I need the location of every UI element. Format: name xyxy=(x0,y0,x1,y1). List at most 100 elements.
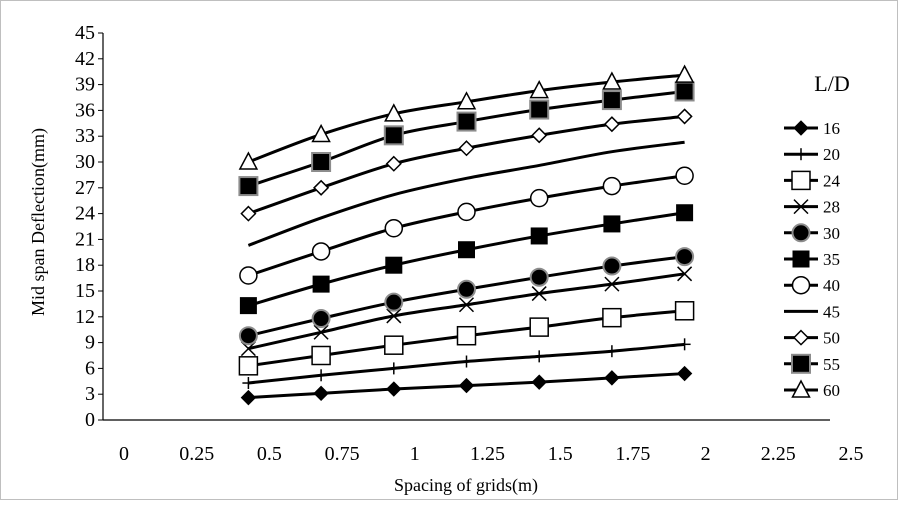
data-point xyxy=(529,317,549,337)
data-point xyxy=(242,377,255,390)
marker-square-filled-gray xyxy=(456,111,477,132)
marker-circle-open xyxy=(675,166,694,186)
data-point xyxy=(385,256,403,274)
marker-diamond-filled xyxy=(458,377,475,394)
data-point xyxy=(530,227,548,245)
data-point xyxy=(313,385,329,402)
data-point xyxy=(674,64,695,83)
series-ld-24 xyxy=(238,301,695,376)
x-tick-label: 1.5 xyxy=(548,443,573,465)
legend-marker xyxy=(791,170,811,191)
data-point xyxy=(456,91,477,110)
marker-square-filled xyxy=(385,256,403,274)
y-tick-label: 6 xyxy=(85,357,95,379)
marker-circle-open xyxy=(529,188,549,208)
data-point xyxy=(603,215,621,233)
series-ld-30 xyxy=(238,247,695,346)
legend-label: 60 xyxy=(823,381,840,400)
marker-circle-filled xyxy=(457,279,476,299)
marker-circle-filled xyxy=(529,267,549,287)
data-point xyxy=(457,279,476,299)
legend-label: 45 xyxy=(823,302,840,321)
marker-square-filled xyxy=(239,297,257,315)
data-point xyxy=(677,266,693,282)
marker-square-filled xyxy=(530,227,548,245)
data-point xyxy=(602,71,622,90)
data-point xyxy=(238,151,259,170)
data-point xyxy=(674,301,695,321)
x-tick-label: 2 xyxy=(701,443,711,465)
series-ld-28 xyxy=(240,266,693,357)
marker-square-filled-gray xyxy=(601,90,622,111)
marker-triangle-open xyxy=(529,80,549,99)
data-point xyxy=(676,108,693,125)
marker-circle-open xyxy=(602,176,622,196)
marker-diamond-open xyxy=(240,205,257,222)
marker-triangle-open xyxy=(384,103,404,122)
x-tick-label: 2.25 xyxy=(761,443,796,465)
data-point xyxy=(529,188,549,208)
legend-item-ld-24: 24 xyxy=(784,170,841,191)
data-point xyxy=(458,297,475,313)
legend-label: 28 xyxy=(823,198,840,217)
data-point xyxy=(383,125,404,146)
legend-marker xyxy=(793,120,809,136)
series-ld-45 xyxy=(247,140,685,247)
marker-square-open xyxy=(529,317,549,337)
data-point xyxy=(603,116,620,133)
data-point xyxy=(311,345,331,366)
legend-marker xyxy=(795,148,807,161)
marker-diamond-open xyxy=(313,179,330,196)
x-axis-title: Spacing of grids(m) xyxy=(394,475,538,496)
data-point xyxy=(529,80,549,99)
marker-square-filled xyxy=(603,215,621,233)
data-point xyxy=(311,242,331,261)
data-point xyxy=(529,99,550,120)
data-point xyxy=(313,179,330,196)
data-point xyxy=(386,308,402,324)
data-point xyxy=(531,127,548,144)
marker-diamond-filled xyxy=(793,120,809,136)
y-tick-label: 27 xyxy=(75,177,95,199)
marker-square-open xyxy=(311,345,331,366)
legend-marker xyxy=(792,329,810,346)
data-point xyxy=(601,90,622,111)
series-ld-35 xyxy=(239,204,694,315)
marker-triangle-open xyxy=(674,64,695,83)
data-point xyxy=(602,256,622,276)
marker-diamond-filled xyxy=(676,365,693,382)
y-tick-label: 24 xyxy=(75,203,95,225)
marker-triangle-open xyxy=(311,123,331,143)
marker-circle-filled xyxy=(311,309,331,329)
marker-square-open xyxy=(456,325,477,346)
data-point xyxy=(311,309,331,329)
marker-square-open xyxy=(602,307,622,328)
data-point xyxy=(458,140,475,157)
legend-label: 20 xyxy=(823,145,840,164)
data-point xyxy=(239,297,257,315)
data-point xyxy=(678,338,691,351)
x-tick-label: 0.75 xyxy=(325,443,360,465)
y-tick-label: 36 xyxy=(75,99,95,121)
x-tick-label: 1 xyxy=(410,443,420,465)
data-point xyxy=(605,345,618,358)
marker-diamond-open xyxy=(531,127,548,144)
series-ld-16 xyxy=(240,365,693,406)
marker-square-filled-gray xyxy=(311,152,332,172)
marker-diamond-open xyxy=(676,108,693,125)
marker-circle-open xyxy=(791,275,811,295)
marker-square-filled xyxy=(458,241,475,259)
data-point xyxy=(604,276,620,292)
data-point xyxy=(384,292,404,312)
marker-circle-open xyxy=(311,242,331,261)
marker-square-filled-gray xyxy=(238,176,259,197)
x-tick-label: 1.25 xyxy=(470,443,505,465)
x-tick-label: 0.5 xyxy=(257,443,282,465)
y-tick-label: 42 xyxy=(75,48,95,70)
legend-label: 55 xyxy=(823,355,840,374)
data-point xyxy=(457,202,476,222)
x-tick-label: 0.25 xyxy=(179,443,214,465)
data-point xyxy=(604,370,620,386)
data-point xyxy=(385,155,402,172)
data-point xyxy=(311,152,332,172)
